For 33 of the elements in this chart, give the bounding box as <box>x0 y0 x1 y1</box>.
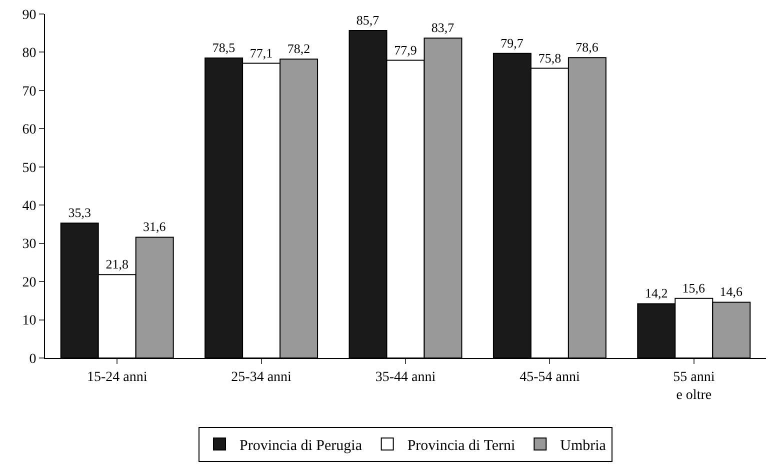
data-label: 77,1 <box>250 45 273 60</box>
data-label: 35,3 <box>68 205 91 220</box>
y-tick-label: 10 <box>22 314 36 329</box>
x-tick-label: 45-54 anni <box>520 370 580 385</box>
data-label: 85,7 <box>356 12 380 28</box>
y-tick-label: 90 <box>22 8 36 23</box>
y-tick-label: 70 <box>22 84 36 100</box>
legend-label: Provincia di Perugia <box>240 438 362 454</box>
y-tick-label: 0 <box>29 352 36 367</box>
data-label: 21,8 <box>106 256 128 272</box>
data-label: 78,6 <box>576 40 599 55</box>
data-label: 83,7 <box>431 20 455 36</box>
x-tick-label: 25-34 anni <box>231 370 292 385</box>
y-tick-label: 30 <box>22 237 36 252</box>
data-label: 75,8 <box>538 50 562 66</box>
y-tick-label: 80 <box>22 46 36 62</box>
y-tick-label: 40 <box>22 199 36 214</box>
data-label: 15,6 <box>682 280 706 296</box>
data-label: 14,2 <box>645 286 668 301</box>
legend-label: Provincia di Terni <box>407 438 516 454</box>
data-label: 31,6 <box>142 219 166 234</box>
x-tick-label: 15-24 anni <box>86 370 148 385</box>
x-tick-label: 35-44 anni <box>375 370 436 385</box>
y-tick-label: 60 <box>22 122 36 138</box>
data-label: 78,5 <box>212 40 236 55</box>
y-tick-label: 20 <box>22 275 36 290</box>
data-label: 77,9 <box>394 42 417 58</box>
data-label: 78,2 <box>287 41 310 56</box>
legend-label: Umbria <box>560 438 606 454</box>
data-label: 79,7 <box>500 35 524 50</box>
x-tick-label: 55 anni e oltre <box>673 370 715 403</box>
y-tick-label: 50 <box>22 160 36 176</box>
data-label: 14,6 <box>720 284 744 300</box>
